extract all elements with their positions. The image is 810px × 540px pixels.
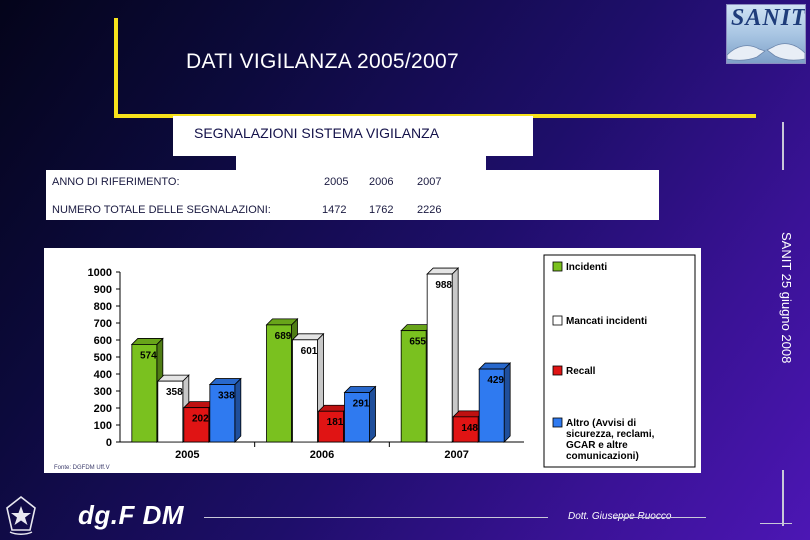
legend-swatch	[552, 365, 563, 376]
bar-side	[369, 385, 376, 443]
legend-swatch	[552, 417, 563, 428]
footer-line	[614, 517, 706, 518]
bar	[344, 392, 370, 443]
legend-box	[543, 254, 696, 468]
legend-label: sicurezza, reclami,	[566, 429, 655, 440]
side-event-text: SANIT 25 giugno 2008	[779, 232, 794, 364]
data-label: 988	[435, 280, 452, 291]
data-label: 148	[461, 423, 478, 434]
legend-label: Recall	[566, 366, 596, 377]
bar-chart: 0 100 200 300 400 500 600 700 800 900 1000 2005 2006…	[88, 254, 696, 468]
bar	[157, 380, 184, 443]
data-label: 429	[487, 375, 504, 386]
yellow-vertical-bar	[114, 18, 118, 118]
data-label: 202	[192, 414, 209, 425]
y-tick-label: 800	[94, 301, 112, 313]
data-label: 291	[353, 399, 370, 410]
bar-side	[503, 362, 511, 443]
bar-top	[265, 318, 299, 326]
year-cell: 2005	[324, 176, 349, 188]
bar	[426, 273, 453, 443]
y-tick-label: 300	[94, 386, 112, 398]
data-label: 655	[409, 337, 426, 348]
bar-top	[208, 378, 242, 385]
legend-swatch	[552, 315, 563, 326]
bar	[131, 344, 158, 443]
right-divider-top	[782, 122, 784, 170]
bar-top	[478, 362, 512, 370]
bar	[183, 407, 210, 443]
total-cell: 1762	[369, 204, 394, 216]
footer-line	[204, 517, 548, 518]
bar-side	[234, 377, 242, 443]
legend-label: comunicazioni)	[566, 451, 639, 462]
summary-table: ANNO DI RIFERIMENTO: 2005 2006 2007 NUME…	[46, 170, 659, 220]
footer-line	[760, 523, 792, 524]
bar-top	[343, 386, 377, 393]
y-tick-label: 100	[94, 420, 112, 432]
bar	[452, 416, 479, 443]
x-tick-label: 2005	[175, 449, 199, 461]
total-cell: 2226	[417, 204, 442, 216]
data-label: 358	[166, 387, 183, 398]
sanit-logo: SANIT	[726, 4, 806, 64]
right-divider-bottom	[782, 470, 784, 526]
y-tick-label: 900	[94, 284, 112, 296]
bar	[478, 368, 505, 443]
bar	[292, 339, 318, 443]
data-label: 338	[218, 391, 235, 402]
dgf-dm-logo: dg.F DM	[78, 500, 185, 530]
y-tick-label: 200	[94, 403, 112, 415]
data-label: 181	[327, 417, 344, 428]
y-tick-label: 400	[94, 369, 112, 381]
year-cell: 2007	[417, 176, 442, 188]
hands-art-icon	[727, 43, 805, 61]
bar-top	[156, 374, 190, 382]
bar	[266, 324, 292, 443]
source-note: Fonte: DGFDM Uff.V	[54, 465, 110, 471]
legend-label: Altro (Avvisi di	[566, 418, 636, 429]
data-label: 574	[140, 350, 157, 361]
bar	[400, 330, 427, 443]
panel-tab	[236, 156, 486, 172]
legend-label: GCAR e altre	[566, 440, 628, 451]
data-label: 601	[301, 346, 318, 357]
y-tick-label: 0	[106, 437, 112, 449]
x-tick-label: 2007	[444, 449, 468, 461]
x-tick-label: 2006	[310, 449, 334, 461]
bar-top	[291, 333, 325, 341]
data-label: 689	[275, 331, 292, 342]
legend-label: Incidenti	[566, 262, 607, 273]
y-tick-label: 600	[94, 335, 112, 347]
author-name: Dott. Giuseppe Ruocco	[568, 511, 671, 522]
y-tick-label: 700	[94, 318, 112, 330]
y-tick-label: 1000	[88, 267, 112, 279]
year-row-label: ANNO DI RIFERIMENTO:	[52, 176, 180, 188]
bar-top	[130, 338, 164, 345]
chart-panel: 0 100 200 300 400 500 600 700 800 900 1000 2005 2006…	[44, 248, 701, 473]
bar	[318, 410, 344, 443]
year-cell: 2006	[369, 176, 394, 188]
total-cell: 1472	[322, 204, 347, 216]
panel-title: SEGNALAZIONI SISTEMA VIGILANZA	[194, 125, 440, 141]
total-row-label: NUMERO TOTALE DELLE SEGNALAZIONI:	[52, 204, 271, 216]
bar-top	[426, 267, 460, 275]
slide-title: DATI VIGILANZA 2005/2007	[186, 50, 459, 73]
y-tick-label: 500	[94, 352, 112, 364]
republic-emblem-icon	[6, 495, 36, 535]
legend-label: Mancati incidenti	[566, 316, 647, 327]
panel-header: SEGNALAZIONI SISTEMA VIGILANZA	[173, 116, 533, 156]
sanit-logo-text: SANIT	[731, 5, 806, 31]
legend-swatch	[552, 261, 563, 272]
bar	[209, 384, 236, 443]
